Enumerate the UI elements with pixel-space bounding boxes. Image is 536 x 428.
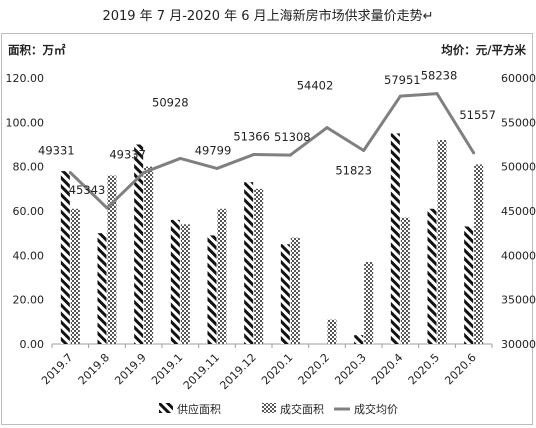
avg-price-data-label: 51557: [459, 108, 496, 122]
left-tick-label: 20.00: [13, 294, 45, 307]
deal-area-bar: [180, 224, 190, 344]
avg-price-data-label: 51308: [274, 130, 311, 144]
deal-area-bar: [70, 208, 80, 344]
supply-area-bar: [280, 244, 290, 344]
avg-price-data-label: 54402: [297, 79, 334, 93]
left-tick-label: 60.00: [13, 205, 45, 218]
avg-price-point: [288, 153, 292, 157]
x-tick-label: 2019.12: [217, 351, 258, 392]
supply-area-bar: [207, 235, 217, 344]
right-tick-label: 50000: [501, 161, 536, 174]
supply-area-bar: [354, 335, 364, 344]
left-tick-label: 120.00: [6, 72, 45, 85]
x-tick-label: 2019.1: [149, 351, 185, 387]
deal-area-bar: [364, 261, 374, 344]
avg-price-point: [362, 149, 366, 153]
avg-price-point: [398, 94, 402, 98]
supply-area-bar: [60, 171, 70, 344]
legend-swatch-supply: [159, 403, 173, 413]
avg-price-data-label: 49799: [195, 143, 232, 157]
avg-price-point: [142, 171, 146, 175]
deal-area-bar: [290, 237, 300, 344]
avg-price-point: [325, 126, 329, 130]
deal-area-bar: [474, 164, 484, 344]
avg-price-point: [252, 153, 256, 157]
deal-area-bar: [217, 208, 227, 344]
supply-area-bar: [244, 182, 254, 344]
avg-price-point: [472, 151, 476, 155]
legend-label-price: 成交均价: [354, 402, 398, 416]
x-tick-label: 2020.3: [332, 351, 368, 387]
supply-area-bar: [170, 219, 180, 344]
right-tick-label: 30000: [501, 338, 536, 351]
supply-area-bar: [427, 208, 437, 344]
supply-area-bar: [97, 233, 107, 344]
left-tick-label: 40.00: [13, 249, 45, 262]
avg-price-data-label: 57951: [384, 73, 421, 87]
left-tick-label: 0.00: [20, 338, 45, 351]
right-tick-label: 40000: [501, 249, 536, 262]
avg-price-data-label: 49331: [38, 144, 75, 158]
supply-area-bar: [390, 133, 400, 344]
avg-price-data-label: 49337: [109, 148, 146, 162]
left-tick-label: 80.00: [13, 161, 45, 174]
right-tick-label: 60000: [501, 72, 536, 85]
x-tick-label: 2020.5: [406, 351, 442, 387]
deal-area-bar: [437, 140, 447, 344]
avg-price-point: [435, 92, 439, 96]
avg-price-line: [69, 92, 475, 210]
x-tick-label: 2019.11: [181, 351, 222, 392]
chart-title: 2019 年 7 月-2020 年 6 月上海新房市场供求量价走势↵: [102, 8, 433, 24]
avg-price-data-label: 45343: [69, 183, 106, 197]
chart-frame: [1, 33, 533, 425]
avg-price-data-label: 51366: [233, 130, 270, 144]
avg-price-point: [178, 156, 182, 160]
right-axis-unit: 均价：元/平方米: [441, 43, 526, 57]
deal-area-bar: [327, 319, 337, 344]
avg-price-point: [68, 171, 72, 175]
supply-area-bar: [134, 144, 144, 344]
x-tick-label: 2020.6: [442, 351, 478, 387]
legend-label-deal: 成交面积: [280, 402, 324, 416]
avg-price-point: [105, 206, 109, 210]
x-tick-label: 2020.1: [259, 351, 295, 387]
legend-swatch-deal: [262, 403, 276, 413]
avg-price-data-label: 51823: [335, 164, 372, 178]
deal-area-bar: [107, 175, 117, 344]
deal-area-bar: [144, 166, 154, 344]
x-tick-label: 2019.9: [112, 351, 148, 387]
supply-area-bar: [464, 226, 474, 344]
avg-price-data-label: 50928: [152, 95, 189, 109]
deal-area-bar: [254, 188, 264, 344]
avg-price-data-label: 58238: [421, 69, 458, 83]
left-tick-label: 100.00: [6, 116, 45, 129]
legend-label-supply: 供应面积: [177, 402, 221, 416]
x-tick-label: 2019.7: [39, 351, 75, 387]
x-tick-label: 2020.2: [296, 351, 332, 387]
avg-price-point: [215, 166, 219, 170]
x-tick-label: 2020.4: [369, 351, 405, 387]
right-tick-label: 35000: [501, 294, 536, 307]
deal-area-bar: [400, 217, 410, 344]
right-tick-label: 45000: [501, 205, 536, 218]
left-axis-unit: 面积：万㎡: [8, 43, 66, 57]
x-tick-label: 2019.8: [76, 351, 112, 387]
right-tick-label: 55000: [501, 116, 536, 129]
